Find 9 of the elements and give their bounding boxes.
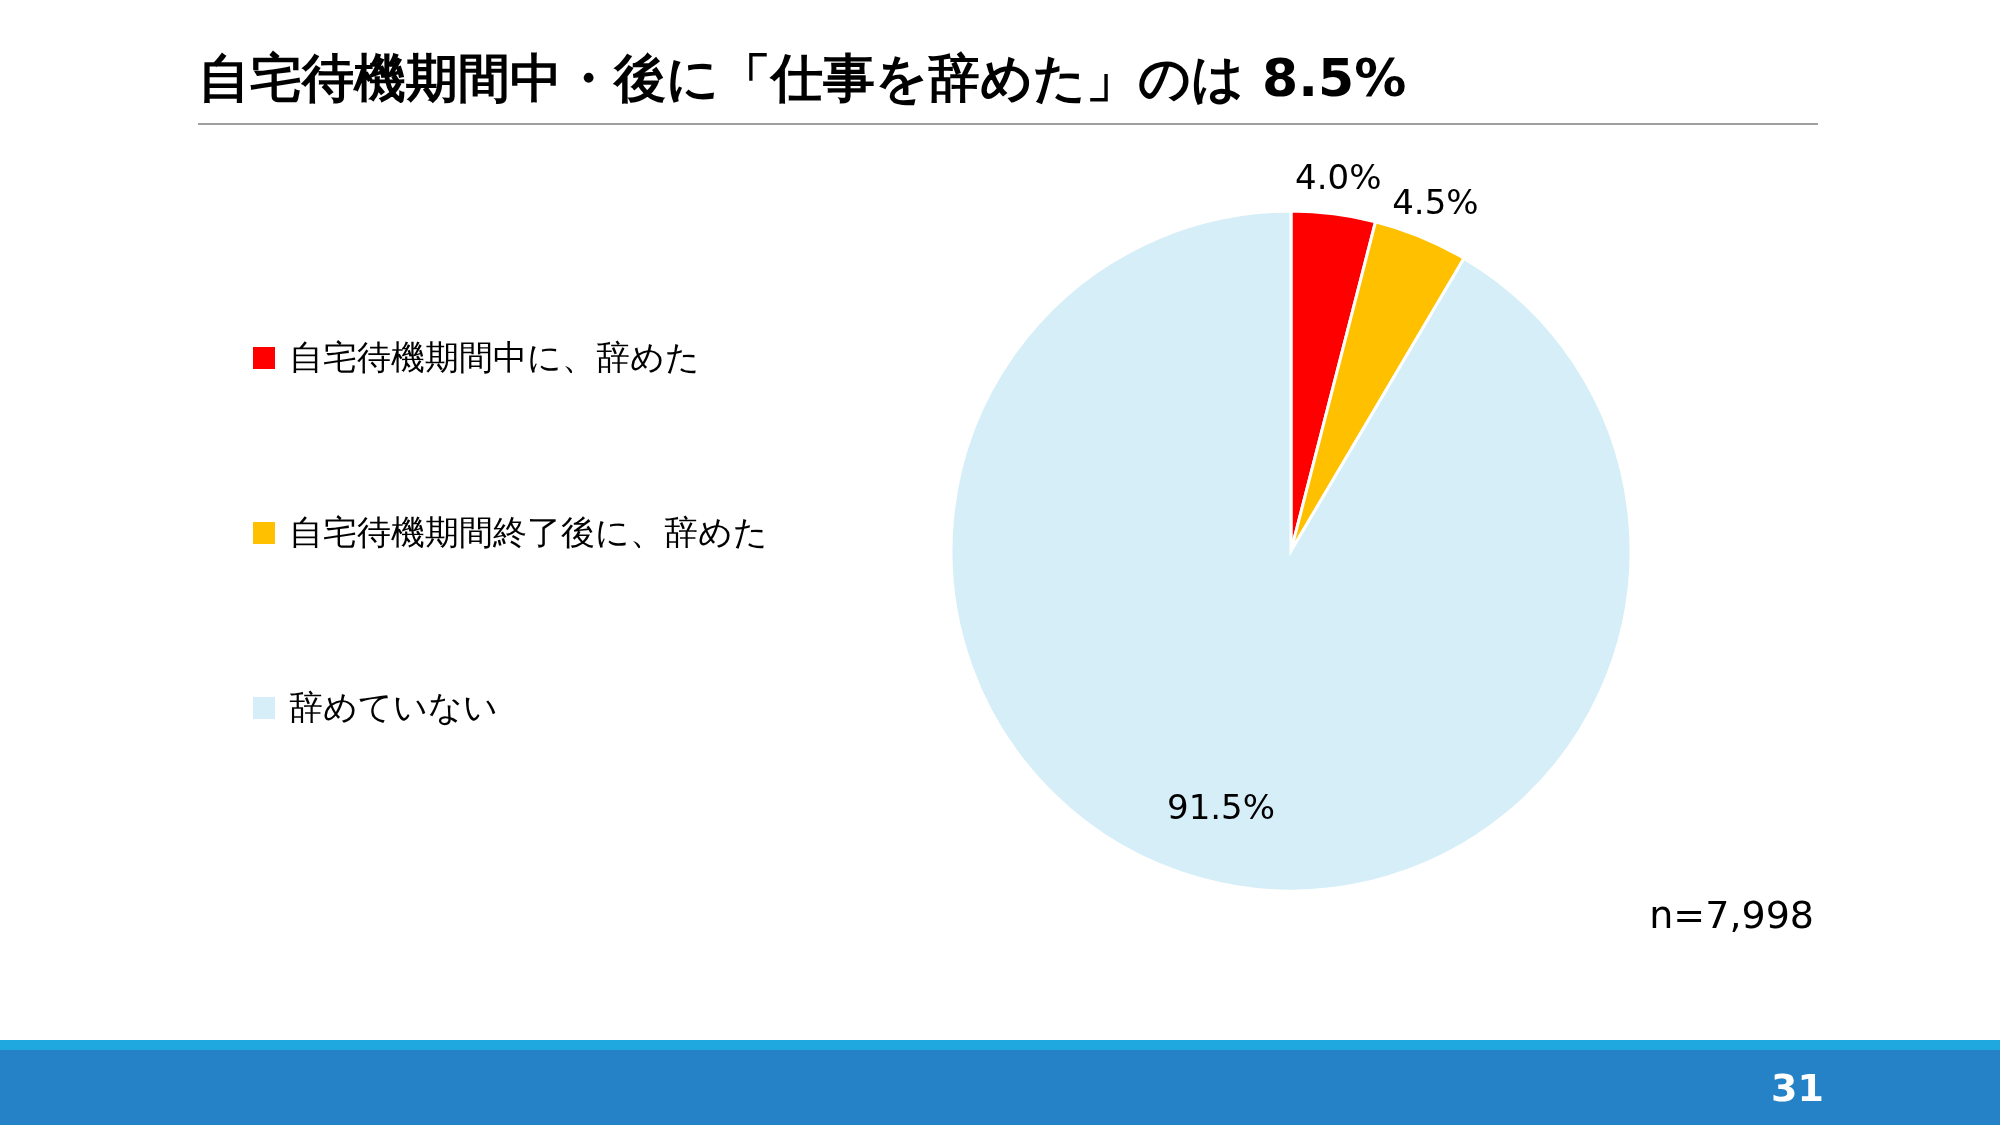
legend-label: 辞めていない <box>289 685 498 729</box>
chart-title: 自宅待機期間中・後に「仕事を辞めた」のは 8.5% <box>198 47 1407 110</box>
data-label: 4.5% <box>1392 182 1479 223</box>
text: n=7,998 <box>1649 893 1814 937</box>
data-label: 91.5% <box>1167 786 1276 827</box>
legend-label: 自宅待機期間中に、辞めた <box>289 335 700 379</box>
text: 31 <box>1771 1066 1824 1110</box>
legend-label: 自宅待機期間終了後に、辞めた <box>289 510 768 554</box>
data-label: 4.0% <box>1295 156 1382 197</box>
